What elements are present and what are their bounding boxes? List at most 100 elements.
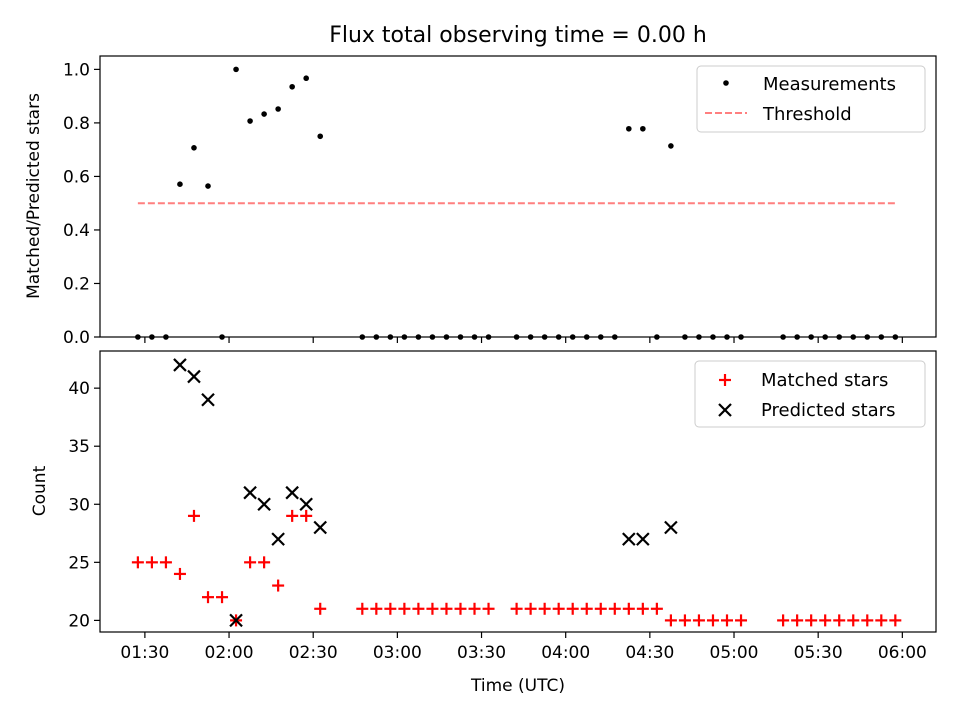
matched-stars-point (356, 602, 369, 615)
predicted-stars-point (622, 532, 636, 546)
y-tick-label: 35 (68, 437, 90, 457)
matched-stars-point (384, 602, 397, 615)
matched-stars-point (202, 591, 215, 604)
x-tick-label: 03:30 (457, 643, 506, 663)
measurements-point (233, 66, 239, 73)
predicted-stars-point (187, 369, 201, 384)
x-tick-label: 02:30 (289, 643, 338, 663)
measurements-point (317, 133, 324, 140)
count-plot-frame (99, 350, 937, 633)
matched-stars-point (131, 556, 144, 569)
y-tick-label: 0.4 (63, 221, 90, 241)
x-tick-label: 05:30 (794, 643, 843, 663)
matched-stars-point (566, 602, 579, 615)
matched-stars-point (678, 614, 691, 627)
matched-stars-point (552, 602, 565, 615)
matched-stars-point (889, 614, 902, 627)
predicted-stars-point (664, 520, 678, 535)
matched-stars-point (187, 509, 200, 522)
matched-stars-point (791, 614, 804, 627)
matched-stars-point (706, 614, 719, 627)
matched-stars-point (777, 614, 790, 627)
y-tick-label: 1.0 (63, 60, 90, 80)
ratio-y-axis-label: Matched/Predicted stars (24, 93, 44, 299)
count-x-ticks: 01:30 02:00 02:30 03:00 03:30 04:00 04:30 05:00… (120, 632, 927, 663)
measurements-point (191, 144, 197, 151)
measurements-point (205, 183, 211, 189)
legend-threshold-label: Threshold (762, 104, 852, 125)
ratio-plot-frame (99, 55, 937, 338)
y-tick-label: 25 (68, 553, 90, 573)
predicted-stars-point (229, 613, 243, 628)
predicted-stars-point (313, 520, 327, 535)
matched-stars-point (875, 614, 888, 627)
predicted-stars-point (243, 485, 257, 500)
predicted-stars-point (636, 532, 650, 546)
legend-matched-marker (719, 374, 731, 386)
matched-stars-point (216, 591, 229, 604)
matched-stars-point (159, 556, 172, 569)
y-tick-label: 0.6 (63, 167, 90, 187)
matched-stars-point (692, 614, 705, 627)
legend-matched-label: Matched stars (761, 370, 888, 391)
y-tick-label: 30 (68, 495, 90, 515)
matched-stars-point (510, 602, 523, 615)
matched-stars-point (636, 602, 649, 615)
x-tick-label: 01:30 (120, 643, 169, 663)
matched-stars-point (370, 602, 383, 615)
x-axis-label: Time (UTC) (470, 676, 565, 696)
count-marks (131, 358, 902, 628)
x-tick-label: 03:00 (373, 643, 422, 663)
count-y-ticks: 20 25 30 35 40 (68, 379, 100, 631)
matched-stars-point (538, 602, 551, 615)
ratio-legend: Measurements Threshold (696, 65, 926, 133)
matched-stars-point (272, 579, 285, 592)
measurements-point (177, 181, 183, 187)
measurements-point (275, 106, 281, 112)
ratio-panel: Matched/Predicted stars 0.0 0.2 0.4 0.6 0.8 1… (24, 55, 937, 348)
count-legend-box (694, 360, 926, 428)
y-tick-label: 0.0 (63, 328, 90, 348)
matched-stars-point (847, 614, 860, 627)
matched-stars-point (819, 614, 832, 627)
predicted-stars-point (299, 497, 313, 512)
x-tick-label: 04:30 (625, 643, 674, 663)
matched-stars-point (524, 602, 537, 615)
matched-stars-point (173, 567, 186, 580)
measurements-point (668, 143, 674, 149)
measurements-point (289, 83, 295, 90)
matched-stars-point (454, 602, 467, 615)
legend-measurements-label: Measurements (763, 74, 896, 95)
predicted-stars-point (271, 532, 285, 546)
predicted-stars-point (257, 497, 271, 512)
predicted-stars-point (173, 358, 187, 372)
legend-predicted-marker (718, 403, 732, 417)
ratio-y-ticks: 0.0 0.2 0.4 0.6 0.8 1.0 (63, 60, 100, 348)
legend-measurements-marker (723, 80, 729, 86)
matched-stars-point (482, 602, 495, 615)
ratio-legend-box (696, 65, 926, 133)
measurements-point (640, 125, 646, 132)
matched-stars-point (735, 614, 748, 627)
x-tick-label: 02:00 (205, 643, 254, 663)
predicted-stars-point (285, 485, 299, 500)
legend-predicted-label: Predicted stars (761, 400, 895, 421)
matched-stars-point (608, 602, 621, 615)
matched-stars-point (398, 602, 411, 615)
matched-stars-point (300, 509, 313, 522)
count-legend: Matched stars Predicted stars (694, 360, 926, 428)
matched-stars-point (440, 602, 453, 615)
matched-stars-point (426, 602, 439, 615)
matched-stars-point (833, 614, 846, 627)
x-tick-label: 06:00 (878, 643, 927, 663)
matched-stars-point (468, 602, 481, 615)
measurements-point (261, 111, 267, 117)
matched-stars-point (650, 602, 663, 615)
chart-title: Flux total observing time = 0.00 h (329, 23, 707, 48)
ratio-x-ticks (144, 337, 903, 343)
y-tick-label: 40 (68, 379, 90, 399)
predicted-stars-point (201, 392, 215, 407)
matched-stars-point (244, 556, 257, 569)
matched-stars-point (314, 602, 327, 615)
